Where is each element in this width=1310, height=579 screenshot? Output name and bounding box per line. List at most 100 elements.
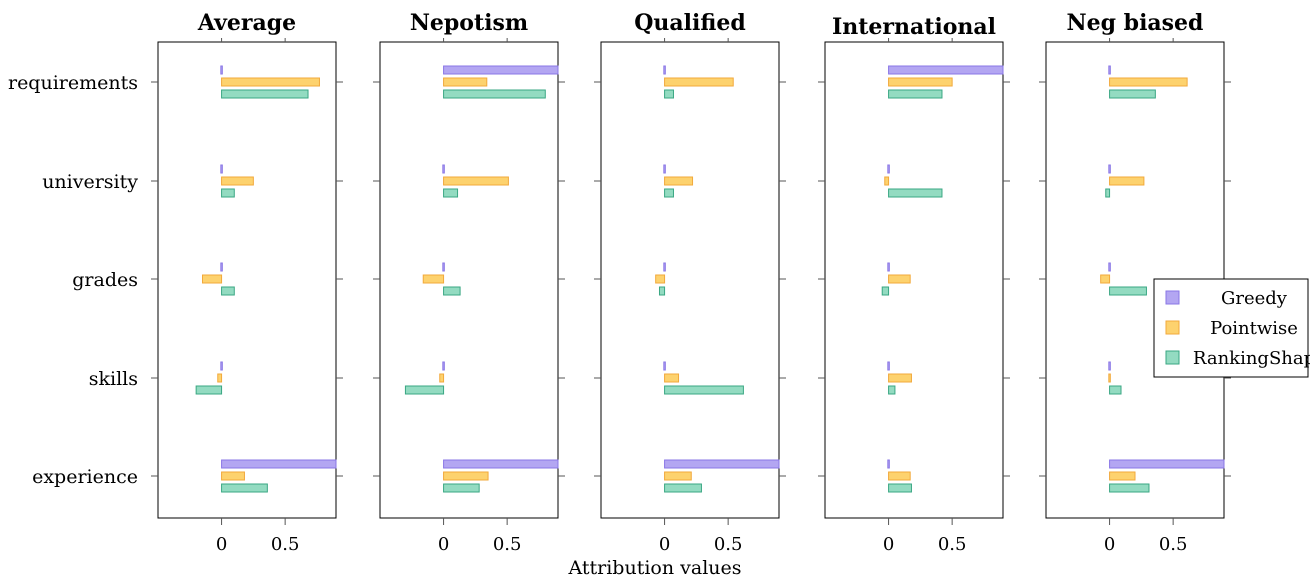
bar-qualified-grades-pointwise — [655, 274, 666, 284]
bar-international-experience-rankingshap — [888, 483, 912, 493]
bar-qualified-experience-greedy — [664, 459, 780, 469]
x-tick-label: 0 — [438, 534, 449, 555]
bar-neg-biased-experience-greedy — [1109, 459, 1225, 469]
bar-nepotism-grades-pointwise — [422, 274, 445, 284]
x-tick-label: 0 — [1104, 534, 1115, 555]
bar-neg-biased-grades-rankingshap — [1109, 286, 1147, 296]
bar-nepotism-grades-greedy — [442, 262, 445, 272]
bar-qualified-skills-pointwise — [664, 373, 680, 383]
x-tick-label: 0 — [883, 534, 894, 555]
legend-label-greedy: Greedy — [1221, 288, 1288, 309]
bar-nepotism-skills-rankingshap — [404, 385, 445, 395]
bar-average-grades-rankingshap — [221, 286, 235, 296]
bar-average-experience-pointwise — [221, 471, 245, 481]
bar-international-requirements-greedy — [888, 65, 1004, 75]
bar-international-skills-pointwise — [888, 373, 912, 383]
panel-title-average: Average — [197, 10, 296, 36]
bar-nepotism-skills-greedy — [442, 361, 445, 371]
bar-nepotism-requirements-greedy — [443, 65, 559, 75]
panel-title-nepotism: Nepotism — [410, 10, 528, 36]
bar-international-grades-greedy — [887, 262, 890, 272]
x-tick-label: 0 — [659, 534, 670, 555]
bar-neg-biased-requirements-greedy — [1108, 65, 1111, 75]
y-tick-label-experience: experience — [32, 466, 138, 488]
bar-average-skills-greedy — [220, 361, 223, 371]
bar-international-experience-pointwise — [888, 471, 911, 481]
bar-international-university-greedy — [887, 164, 890, 174]
x-tick-label: 0.5 — [271, 534, 300, 555]
bar-international-grades-pointwise — [888, 274, 911, 284]
panel-frame-international — [824, 41, 1004, 519]
x-tick-label: 0.5 — [714, 534, 743, 555]
bar-neg-biased-skills-rankingshap — [1109, 385, 1122, 395]
bar-average-university-greedy — [220, 164, 223, 174]
bar-qualified-requirements-pointwise — [664, 77, 734, 87]
bar-international-skills-greedy — [887, 361, 890, 371]
bar-neg-biased-university-rankingshap — [1105, 188, 1111, 198]
bar-qualified-experience-rankingshap — [664, 483, 702, 493]
y-tick-label-skills: skills — [89, 368, 138, 390]
bar-nepotism-university-pointwise — [443, 176, 509, 186]
bar-nepotism-university-greedy — [442, 164, 445, 174]
bar-international-skills-rankingshap — [888, 385, 896, 395]
bar-nepotism-experience-greedy — [443, 459, 559, 469]
bar-qualified-university-rankingshap — [664, 188, 674, 198]
legend-swatch-pointwise — [1165, 320, 1180, 335]
panel-title-qualified: Qualified — [634, 10, 746, 36]
bar-neg-biased-grades-greedy — [1108, 262, 1111, 272]
bar-average-university-pointwise — [221, 176, 254, 186]
y-tick-label-requirements: requirements — [8, 72, 138, 94]
bar-average-skills-rankingshap — [195, 385, 223, 395]
bar-neg-biased-requirements-pointwise — [1109, 77, 1188, 87]
legend-swatch-greedy — [1165, 290, 1180, 305]
x-tick-label: 0.5 — [1159, 534, 1188, 555]
legend-swatch-rankingshap — [1165, 350, 1180, 365]
bar-nepotism-requirements-pointwise — [443, 77, 488, 87]
bar-international-experience-greedy — [887, 459, 890, 469]
bar-neg-biased-skills-greedy — [1108, 361, 1111, 371]
bar-average-university-rankingshap — [221, 188, 235, 198]
y-tick-label-grades: grades — [72, 269, 138, 291]
bar-qualified-skills-rankingshap — [664, 385, 744, 395]
bar-nepotism-experience-pointwise — [443, 471, 489, 481]
bar-qualified-experience-pointwise — [664, 471, 692, 481]
bar-average-requirements-pointwise — [221, 77, 320, 87]
bar-nepotism-university-rankingshap — [443, 188, 459, 198]
panel-title-neg-biased: Neg biased — [1067, 10, 1204, 36]
bar-qualified-grades-rankingshap — [658, 286, 666, 296]
bar-nepotism-experience-rankingshap — [443, 483, 480, 493]
x-tick-label: 0.5 — [493, 534, 522, 555]
x-tick-label: 0.5 — [938, 534, 967, 555]
bar-average-experience-greedy — [221, 459, 337, 469]
bar-average-requirements-rankingshap — [221, 89, 309, 99]
x-tick-label: 0 — [216, 534, 227, 555]
legend-box — [1153, 278, 1309, 378]
bar-qualified-skills-greedy — [663, 361, 666, 371]
bar-qualified-university-pointwise — [664, 176, 694, 186]
bar-neg-biased-grades-pointwise — [1100, 274, 1111, 284]
bar-neg-biased-experience-pointwise — [1109, 471, 1136, 481]
bar-average-requirements-greedy — [220, 65, 223, 75]
y-tick-label-university: university — [42, 171, 138, 193]
bar-international-requirements-rankingshap — [888, 89, 943, 99]
bar-average-grades-greedy — [220, 262, 223, 272]
bar-nepotism-grades-rankingshap — [443, 286, 461, 296]
panel-frame-nepotism — [379, 41, 559, 519]
bar-neg-biased-university-pointwise — [1109, 176, 1145, 186]
legend-label-pointwise: Pointwise — [1210, 318, 1298, 339]
panel-frame-qualified — [600, 41, 780, 519]
bar-neg-biased-experience-rankingshap — [1109, 483, 1150, 493]
x-axis-label: Attribution values — [567, 557, 741, 579]
bar-qualified-grades-greedy — [663, 262, 666, 272]
bar-neg-biased-requirements-rankingshap — [1109, 89, 1156, 99]
bar-average-experience-rankingshap — [221, 483, 268, 493]
bar-average-skills-pointwise — [217, 373, 223, 383]
bar-international-university-rankingshap — [888, 188, 943, 198]
bar-qualified-university-greedy — [663, 164, 666, 174]
bar-international-requirements-pointwise — [888, 77, 953, 87]
bar-international-grades-rankingshap — [881, 286, 890, 296]
bar-nepotism-skills-pointwise — [439, 373, 445, 383]
bar-nepotism-requirements-rankingshap — [443, 89, 546, 99]
panel-frame-average — [157, 41, 337, 519]
